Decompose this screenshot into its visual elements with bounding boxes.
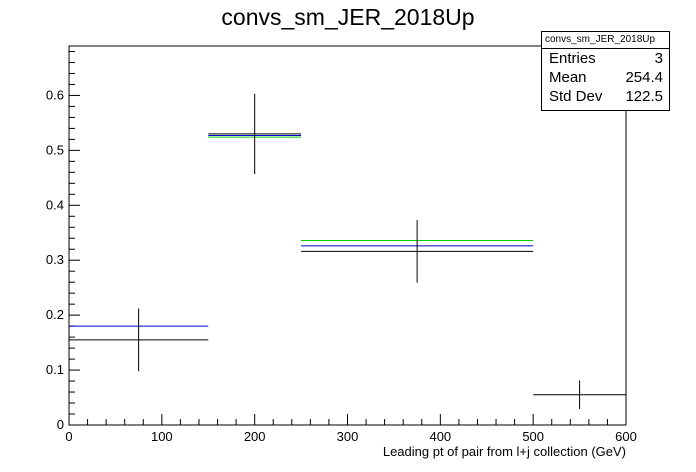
x-tick-label: 200 [244,429,266,444]
stats-entries-label: Entries [549,50,596,67]
x-tick-label: 600 [615,429,637,444]
stats-entries-row: Entries 3 [542,49,669,68]
y-tick-label: 0.5 [46,142,64,157]
stats-mean-label: Mean [549,69,587,86]
y-tick-label: 0.1 [46,362,64,377]
x-axis-label: Leading pt of pair from l+j collection (… [383,444,626,459]
stats-mean-row: Mean 254.4 [542,68,669,87]
x-tick-label: 500 [522,429,544,444]
stats-entries-value: 3 [654,50,663,67]
x-tick-label: 300 [337,429,359,444]
stats-mean-value: 254.4 [625,69,663,86]
chart-title: convs_sm_JER_2018Up [221,4,475,30]
y-tick-label: 0.6 [46,87,64,102]
y-tick-label: 0.4 [46,197,64,212]
y-tick-label: 0 [57,417,64,432]
stats-stddev-label: Std Dev [549,88,603,105]
stats-box-title: convs_sm_JER_2018Up [542,32,669,49]
stats-stddev-row: Std Dev 122.5 [542,87,669,106]
stats-stddev-value: 122.5 [625,88,663,105]
x-tick-label: 0 [65,429,72,444]
x-tick-label: 100 [151,429,173,444]
y-tick-label: 0.3 [46,252,64,267]
stats-box: convs_sm_JER_2018Up Entries 3 Mean 254.4… [541,31,670,111]
x-tick-label: 400 [429,429,451,444]
y-tick-label: 0.2 [46,307,64,322]
